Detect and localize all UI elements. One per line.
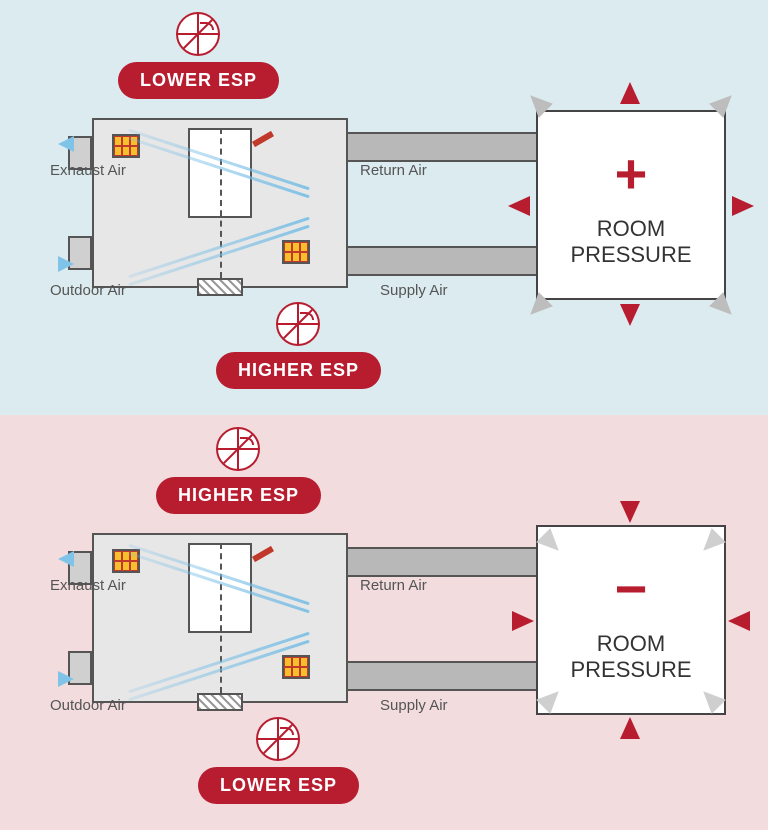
fan-icon [176,12,220,56]
exhaust-arrow-icon [58,136,74,152]
supply-duct [348,246,538,276]
label-exhaust: Exhaust Air [50,162,126,179]
fan-icon [276,302,320,346]
badge-lower-esp-top: LOWER ESP [118,62,279,99]
pressure-minus-icon: − [538,561,724,617]
panel-positive-pressure: LOWER ESP Exhaust Air Outdoor Air Return… [0,0,768,415]
arrow-out-icon [620,82,640,104]
erv-unit [92,118,348,288]
outdoor-arrow-icon [58,671,74,687]
badge-higher-esp-top: HIGHER ESP [156,477,321,514]
label-outdoor: Outdoor Air [50,697,126,714]
exhaust-arrow-icon [58,551,74,567]
return-duct [348,547,538,577]
supply-duct [348,661,538,691]
fan-icon [256,717,300,761]
arrow-in-icon [620,501,640,523]
outdoor-arrow-icon [58,256,74,272]
arrow-out-icon [620,304,640,326]
label-return: Return Air [360,162,427,179]
fan-icon [216,427,260,471]
label-outdoor: Outdoor Air [50,282,126,299]
badge-lower-esp-bottom: LOWER ESP [198,767,359,804]
room-box: + ROOMPRESSURE [536,110,726,300]
arrow-in-icon [512,611,534,631]
pressure-plus-icon: + [538,146,724,202]
label-supply: Supply Air [380,697,448,714]
arrow-out-icon [732,196,754,216]
label-return: Return Air [360,577,427,594]
return-duct [348,132,538,162]
label-supply: Supply Air [380,282,448,299]
room-box: − ROOMPRESSURE [536,525,726,715]
arrow-in-icon [620,717,640,739]
label-exhaust: Exhaust Air [50,577,126,594]
erv-unit [92,533,348,703]
panel-negative-pressure: HIGHER ESP Exhaust Air Outdoor Air Retur… [0,415,768,830]
arrow-in-icon [728,611,750,631]
arrow-out-icon [508,196,530,216]
badge-higher-esp-bottom: HIGHER ESP [216,352,381,389]
